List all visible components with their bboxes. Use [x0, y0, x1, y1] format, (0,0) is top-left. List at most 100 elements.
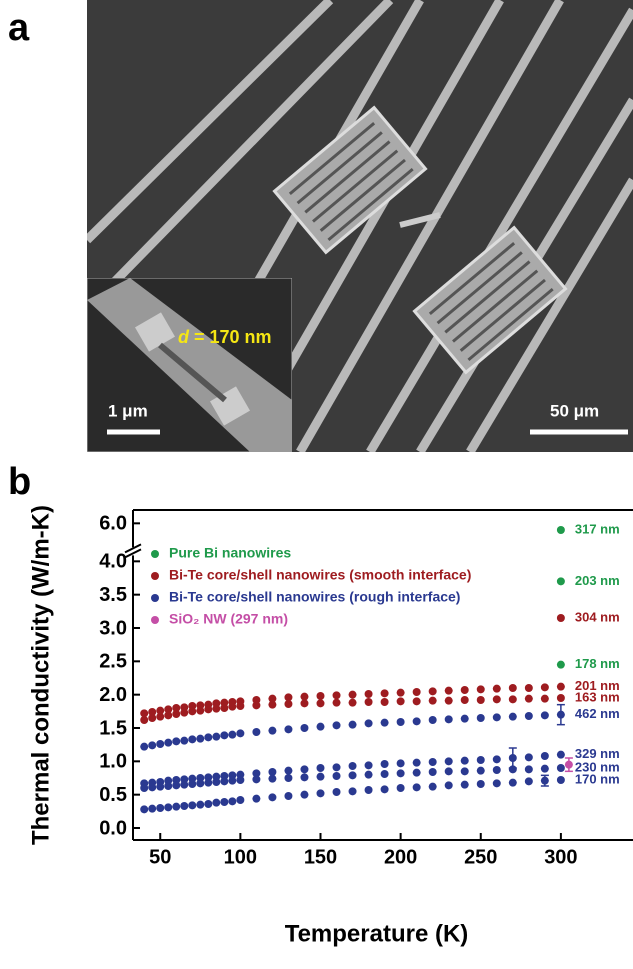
- data-point: [477, 767, 485, 775]
- data-point: [164, 782, 172, 790]
- data-point: [365, 786, 373, 794]
- data-point: [188, 780, 196, 788]
- data-point: [429, 716, 437, 724]
- data-point: [445, 715, 453, 723]
- data-point: [397, 718, 405, 726]
- data-point: [557, 526, 565, 534]
- data-point: [493, 685, 501, 693]
- data-point: [509, 684, 517, 692]
- annotation-text: = 170 nm: [194, 327, 272, 347]
- data-point: [509, 779, 517, 787]
- y-tick-label: 2.0: [99, 684, 127, 706]
- data-point: [148, 714, 156, 722]
- data-point: [333, 772, 341, 780]
- data-point: [188, 735, 196, 743]
- data-point: [365, 719, 373, 727]
- data-point: [196, 707, 204, 715]
- data-point: [212, 799, 220, 807]
- y-tick-label: 3.5: [99, 584, 127, 606]
- data-point: [196, 779, 204, 787]
- data-point: [300, 765, 308, 773]
- data-point: [445, 697, 453, 705]
- data-point: [212, 733, 220, 741]
- scale-bar-label: 1 μm: [108, 401, 148, 420]
- data-point: [284, 774, 292, 782]
- data-point: [381, 770, 389, 778]
- legend-marker: [151, 616, 159, 624]
- data-point: [509, 713, 517, 721]
- legend-label: Bi-Te core/shell nanowires (smooth inter…: [169, 567, 471, 583]
- data-point: [509, 754, 517, 762]
- scale-bar-label: 50 μm: [550, 401, 599, 420]
- data-point: [493, 779, 501, 787]
- data-point: [188, 707, 196, 715]
- data-point: [349, 787, 357, 795]
- data-point: [156, 713, 164, 721]
- data-point: [365, 761, 373, 769]
- data-point: [317, 773, 325, 781]
- data-point: [477, 714, 485, 722]
- data-point: [148, 783, 156, 791]
- data-point: [461, 781, 469, 789]
- data-point: [228, 777, 236, 785]
- data-point: [252, 775, 260, 783]
- data-point: [164, 739, 172, 747]
- data-point: [220, 798, 228, 806]
- data-point: [381, 698, 389, 706]
- legend-label: Pure Bi nanowires: [169, 545, 291, 561]
- data-point: [525, 684, 533, 692]
- data-point: [333, 699, 341, 707]
- data-point: [525, 695, 533, 703]
- data-point: [284, 792, 292, 800]
- legend-label: Bi-Te core/shell nanowires (rough interf…: [169, 589, 460, 605]
- data-point: [333, 721, 341, 729]
- curve-label: 462 nm: [575, 706, 620, 721]
- data-point: [413, 697, 421, 705]
- data-point: [429, 758, 437, 766]
- data-point: [557, 694, 565, 702]
- legend-marker: [151, 594, 159, 602]
- data-point: [172, 781, 180, 789]
- data-point: [525, 777, 533, 785]
- data-point: [204, 733, 212, 741]
- y-tick-label: 0.0: [99, 817, 127, 839]
- legend-marker: [151, 550, 159, 558]
- data-point: [180, 802, 188, 810]
- data-point: [268, 775, 276, 783]
- x-tick-label: 150: [304, 846, 337, 868]
- curve-label: 170 nm: [575, 771, 620, 786]
- data-point: [541, 711, 549, 719]
- data-point: [220, 704, 228, 712]
- data-point: [493, 695, 501, 703]
- data-point: [228, 797, 236, 805]
- data-point: [557, 614, 565, 622]
- data-point: [493, 766, 501, 774]
- data-point: [477, 685, 485, 693]
- data-point: [541, 683, 549, 691]
- data-point: [413, 759, 421, 767]
- data-point: [413, 769, 421, 777]
- data-point: [445, 687, 453, 695]
- data-point: [172, 803, 180, 811]
- curve-label: 203 nm: [575, 573, 620, 588]
- data-point: [509, 695, 517, 703]
- data-point: [236, 776, 244, 784]
- x-axis-title: Temperature (K): [285, 920, 469, 947]
- data-point: [140, 716, 148, 724]
- data-point: [413, 688, 421, 696]
- data-point: [493, 713, 501, 721]
- data-point: [317, 692, 325, 700]
- y-tick-label: 4.0: [99, 551, 127, 573]
- data-point: [333, 691, 341, 699]
- data-point: [461, 686, 469, 694]
- data-point: [557, 751, 565, 759]
- data-point: [228, 703, 236, 711]
- data-point: [349, 691, 357, 699]
- data-point: [300, 724, 308, 732]
- data-point: [220, 731, 228, 739]
- curve-label: 317 nm: [575, 521, 620, 536]
- data-point: [140, 784, 148, 792]
- data-point: [429, 697, 437, 705]
- data-point: [365, 698, 373, 706]
- data-point: [148, 805, 156, 813]
